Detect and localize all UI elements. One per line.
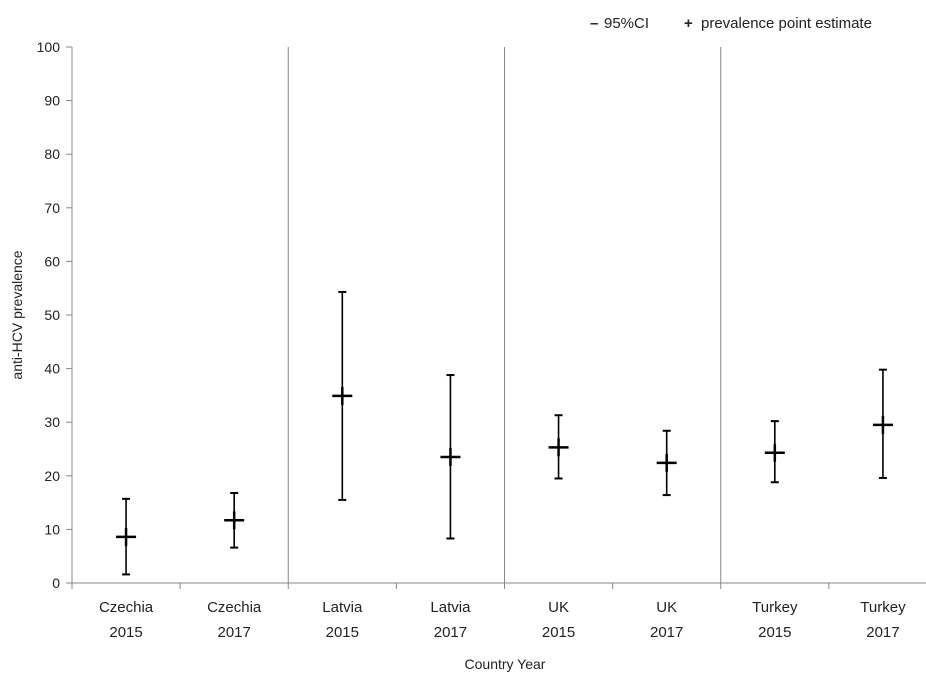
x-tick-label-year: 2015 [542,624,575,641]
y-tick-label: 20 [44,468,60,484]
y-tick-label: 70 [44,200,60,216]
x-tick-label-year: 2017 [218,624,251,641]
data-marks [116,290,893,576]
x-tick-label-year: 2015 [326,624,359,641]
y-tick-label: 60 [44,253,60,269]
y-tick-label: 0 [52,575,60,591]
x-tick-label-country: Turkey [860,599,906,616]
x-tick-label-year: 2015 [758,624,791,641]
x-tick-label-year: 2017 [866,624,899,641]
x-tick-label-year: 2017 [650,624,683,641]
x-tick-label-country: Latvia [322,599,363,616]
x-tick-label-year: 2017 [434,624,467,641]
y-tick-label: 30 [44,414,60,430]
x-tick-label-country: Czechia [99,599,154,616]
x-tick-label-country: Turkey [752,599,798,616]
x-tick-label-country: UK [548,599,569,616]
legend-ci-label: 95%CI [604,15,649,32]
legend-ci-symbol: – [590,15,598,32]
legend-point-symbol: + [684,15,693,32]
y-tick-labels: 0 10 20 30 40 50 60 70 80 90 100 [37,39,72,591]
x-tick-label-country: Latvia [430,599,471,616]
axes [71,47,926,589]
y-tick-label: 10 [44,521,60,537]
x-tick-label-country: Czechia [207,599,262,616]
y-tick-label: 100 [37,39,61,55]
x-axis-title: Country Year [465,656,546,672]
y-tick-label: 40 [44,361,60,377]
legend-point-label: prevalence point estimate [701,15,872,32]
y-tick-label: 80 [44,146,60,162]
x-tick-label-year: 2015 [109,624,142,641]
legend: – 95%CI + prevalence point estimate [590,15,872,32]
x-tick-label-country: UK [656,599,677,616]
y-axis-title: anti-HCV prevalence [9,250,25,379]
y-tick-label: 90 [44,93,60,109]
y-tick-label: 50 [44,307,60,323]
x-tick-labels: Czechia 2015 Czechia 2017 Latvia 2015 Latvia 20… [99,599,906,641]
group-separators [287,47,722,583]
